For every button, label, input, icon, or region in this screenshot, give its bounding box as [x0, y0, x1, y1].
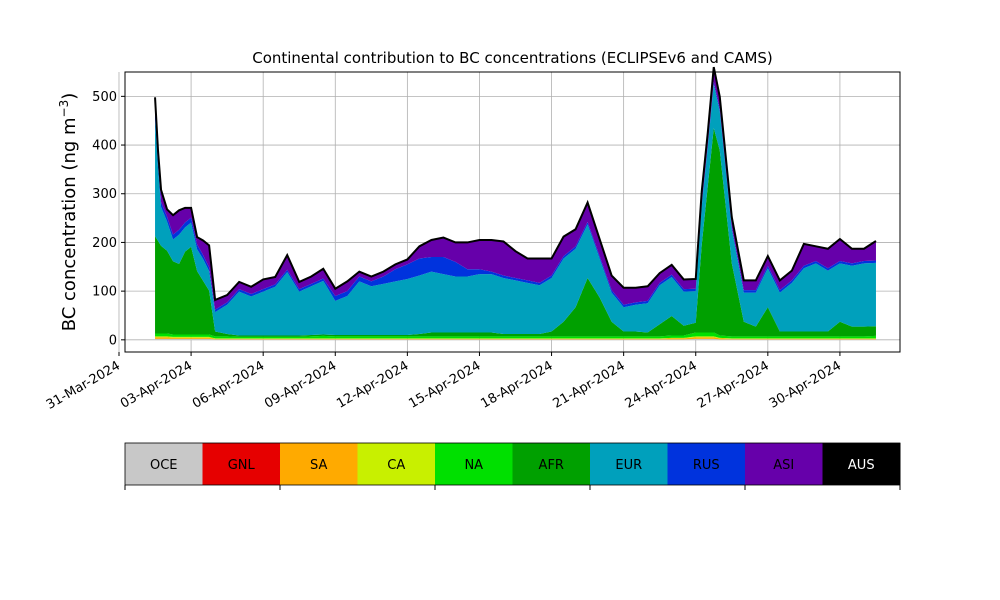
legend-swatch-oce	[125, 443, 203, 485]
legend-label-eur: EUR	[615, 458, 642, 473]
area-asi	[155, 67, 876, 310]
legend-label-na: NA	[464, 458, 483, 473]
x-tick-label: 09-Apr-2024	[262, 358, 339, 411]
legend-swatch-gnl	[202, 443, 281, 485]
area-oce	[155, 338, 876, 340]
chart-title: Continental contribution to BC concentra…	[252, 49, 773, 67]
total-concentration-line	[154, 66, 877, 302]
x-tick-label: 21-Apr-2024	[551, 358, 628, 411]
x-tick-label: 18-Apr-2024	[478, 358, 555, 411]
legend-label-asi: ASI	[773, 458, 794, 473]
y-tick-label: 200	[92, 236, 117, 251]
legend-label-aus: AUS	[848, 458, 875, 473]
legend-label-afr: AFR	[539, 458, 564, 473]
legend-swatch-eur	[590, 443, 668, 485]
legend-swatch-rus	[667, 443, 746, 485]
legend-swatch-sa	[280, 443, 358, 485]
y-tick-label: 500	[92, 90, 117, 105]
legend-label-sa: SA	[310, 458, 327, 473]
legend: OCE GNL SA CA NA AFR EUR RUS ASI AUS	[124, 442, 901, 490]
legend-swatch-afr	[512, 443, 591, 485]
y-tick-label: 100	[92, 285, 117, 300]
legend-label-rus: RUS	[693, 458, 720, 473]
x-tick-label: 27-Apr-2024	[695, 358, 772, 411]
x-tick-label: 30-Apr-2024	[767, 358, 844, 411]
x-tick-label: 03-Apr-2024	[118, 358, 195, 411]
legend-swatch-aus	[822, 443, 901, 485]
y-tick-label: 300	[92, 187, 117, 202]
area-eur	[155, 84, 876, 336]
legend-swatch-asi	[745, 443, 823, 485]
legend-label-gnl: GNL	[228, 458, 256, 473]
x-tick-label: 06-Apr-2024	[190, 358, 267, 411]
x-tick-label: 24-Apr-2024	[623, 358, 700, 411]
plot-area	[124, 71, 901, 353]
y-tick-label: 0	[109, 333, 117, 348]
y-axis: 0 100 200 300 400 500	[92, 90, 125, 348]
legend-swatch-na	[435, 443, 513, 485]
x-tick-label: 12-Apr-2024	[334, 358, 411, 411]
legend-swatch-ca	[357, 443, 436, 485]
y-axis-label: BC concentration (ng m−3)	[57, 93, 80, 332]
stacked-areas	[155, 67, 876, 340]
x-axis: 31-Mar-202403-Apr-202406-Apr-202409-Apr-…	[44, 352, 844, 413]
legend-label-oce: OCE	[150, 458, 178, 473]
x-tick-label: 31-Mar-2024	[44, 358, 123, 412]
legend-frame	[124, 442, 901, 486]
area-ca	[155, 336, 876, 339]
y-tick-label: 400	[92, 139, 117, 154]
area-na	[155, 332, 876, 339]
x-tick-label: 15-Apr-2024	[406, 358, 483, 411]
legend-label-ca: CA	[387, 458, 405, 473]
